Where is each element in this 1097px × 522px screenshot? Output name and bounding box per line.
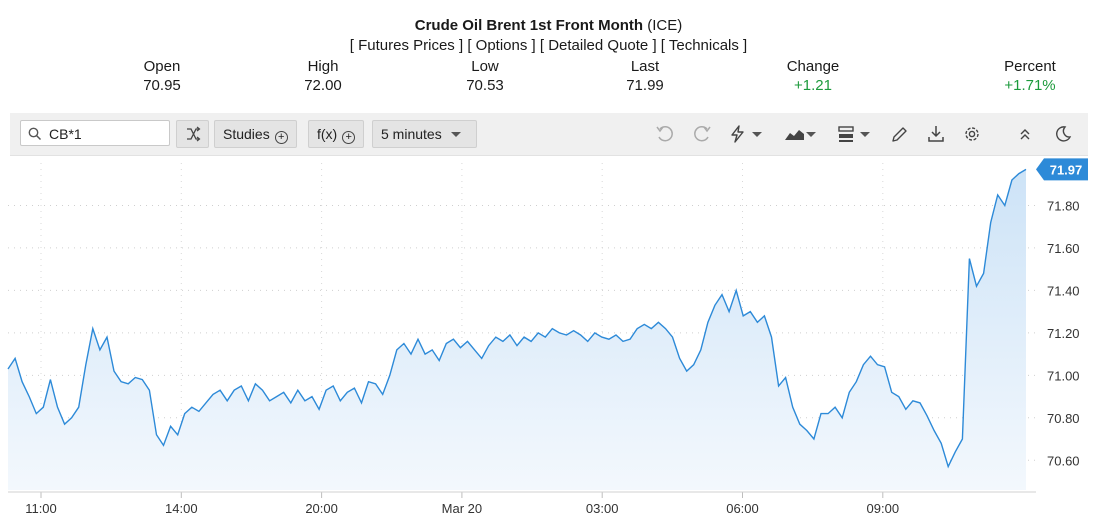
stat-change-value: +1.21 xyxy=(794,77,832,94)
chevron-down-icon xyxy=(860,132,870,137)
x-axis-labels: 11:00 14:00 20:00 Mar 20 03:00 06:00 09:00 xyxy=(25,501,899,516)
y-tick-label: 70.60 xyxy=(1047,453,1080,468)
y-tick-label: 71.40 xyxy=(1047,283,1080,298)
interval-select[interactable]: 5 minutes xyxy=(372,120,477,148)
download-icon xyxy=(928,126,944,142)
exchange-label: (ICE) xyxy=(643,17,683,34)
x-tick-label: 03:00 xyxy=(586,501,619,516)
x-tick-label: 09:00 xyxy=(867,501,900,516)
search-icon xyxy=(28,127,42,141)
x-tick-label: 06:00 xyxy=(726,501,759,516)
stat-percent: Percent +1.71% xyxy=(995,57,1065,95)
stat-open: Open 70.95 xyxy=(132,57,192,95)
last-price-badge: 71.97 xyxy=(1036,158,1088,181)
symbol-search-input[interactable]: CB*1 xyxy=(20,120,170,146)
price-area-fill xyxy=(8,169,1026,490)
price-line xyxy=(7,168,1027,469)
redo-icon xyxy=(694,125,711,142)
gear-icon xyxy=(965,127,979,141)
stat-last-label: Last xyxy=(630,58,660,75)
stat-last: Last 71.99 xyxy=(615,57,675,95)
chevron-down-icon xyxy=(752,132,762,137)
undo-icon xyxy=(656,125,673,142)
undo-button[interactable] xyxy=(655,125,675,143)
last-price-badge-label: 71.97 xyxy=(1050,162,1083,177)
collapse-icon xyxy=(1020,129,1030,140)
plus-icon: + xyxy=(342,131,356,144)
stat-high-value: 72.00 xyxy=(304,77,342,94)
instrument-name: Crude Oil Brent 1st Front Month xyxy=(414,17,644,34)
studies-button[interactable]: Studies + xyxy=(214,120,297,148)
compare-button[interactable] xyxy=(176,120,209,148)
futures-prices-link[interactable]: [ Futures Prices ] xyxy=(349,37,464,54)
y-axis-labels: 71.80 71.60 71.40 71.20 71.00 70.80 70.60 xyxy=(1047,198,1080,468)
detailed-quote-link[interactable]: [ Detailed Quote ] xyxy=(539,37,657,54)
functions-label: f(x) xyxy=(317,126,338,142)
y-tick-label: 71.00 xyxy=(1047,368,1080,383)
stat-low-value: 70.53 xyxy=(466,77,504,94)
stat-high-label: High xyxy=(307,58,339,75)
y-tick-label: 71.80 xyxy=(1047,198,1080,213)
download-button[interactable] xyxy=(926,125,946,143)
stat-change: Change +1.21 xyxy=(776,57,850,95)
last-price-badge-shape xyxy=(1036,158,1088,181)
chart-toolbar: CB*1 Studies + f(x) + 5 minutes xyxy=(10,113,1088,156)
stat-open-label: Open xyxy=(143,58,181,75)
stat-high: High 72.00 xyxy=(293,57,353,95)
settings-button[interactable] xyxy=(962,125,982,143)
stat-low: Low 70.53 xyxy=(455,57,515,95)
chevron-down-icon xyxy=(806,132,816,137)
quote-links: [ Futures Prices ] [ Options ] [ Detaile… xyxy=(0,37,1097,54)
vertical-gridlines xyxy=(40,163,884,498)
functions-button[interactable]: f(x) + xyxy=(308,120,365,148)
y-tick-label: 70.80 xyxy=(1047,411,1080,426)
draw-button[interactable] xyxy=(890,125,910,143)
y-tick-label: 71.60 xyxy=(1047,241,1080,256)
theme-toggle-button[interactable] xyxy=(1053,125,1073,143)
studies-label: Studies xyxy=(223,126,270,142)
stat-last-value: 71.99 xyxy=(626,77,664,94)
symbol-value: CB*1 xyxy=(49,126,82,142)
x-tick-label: 20:00 xyxy=(305,501,338,516)
instrument-title: Crude Oil Brent 1st Front Month (ICE) xyxy=(0,17,1097,34)
chart-type-button[interactable] xyxy=(783,125,807,143)
stat-percent-label: Percent xyxy=(1004,58,1056,75)
stat-change-label: Change xyxy=(786,58,840,75)
events-button[interactable] xyxy=(728,125,748,143)
collapse-button[interactable] xyxy=(1015,125,1035,143)
moon-icon xyxy=(1056,126,1072,142)
chevron-down-icon xyxy=(450,132,461,137)
stat-percent-value: +1.71% xyxy=(1004,77,1056,94)
pencil-icon xyxy=(892,127,907,142)
x-tick-label: 11:00 xyxy=(25,501,57,516)
layout-button[interactable] xyxy=(837,125,857,143)
stat-low-label: Low xyxy=(471,58,499,75)
price-chart[interactable]: 71.80 71.60 71.40 71.20 71.00 70.80 70.60 11:0… xyxy=(0,155,1097,522)
x-tick-label: Mar 20 xyxy=(442,501,482,516)
stat-open-value: 70.95 xyxy=(143,77,181,94)
plus-icon: + xyxy=(274,131,288,144)
bars-icon xyxy=(838,126,854,142)
interval-label: 5 minutes xyxy=(381,126,442,142)
swap-icon xyxy=(187,126,201,142)
options-link[interactable]: [ Options ] xyxy=(467,37,536,54)
y-tick-label: 71.20 xyxy=(1047,326,1080,341)
redo-button[interactable] xyxy=(692,125,712,143)
lightning-icon xyxy=(731,125,744,143)
area-chart-icon xyxy=(785,130,804,140)
x-tick-label: 14:00 xyxy=(165,501,198,516)
technicals-link[interactable]: [ Technicals ] xyxy=(660,37,748,54)
